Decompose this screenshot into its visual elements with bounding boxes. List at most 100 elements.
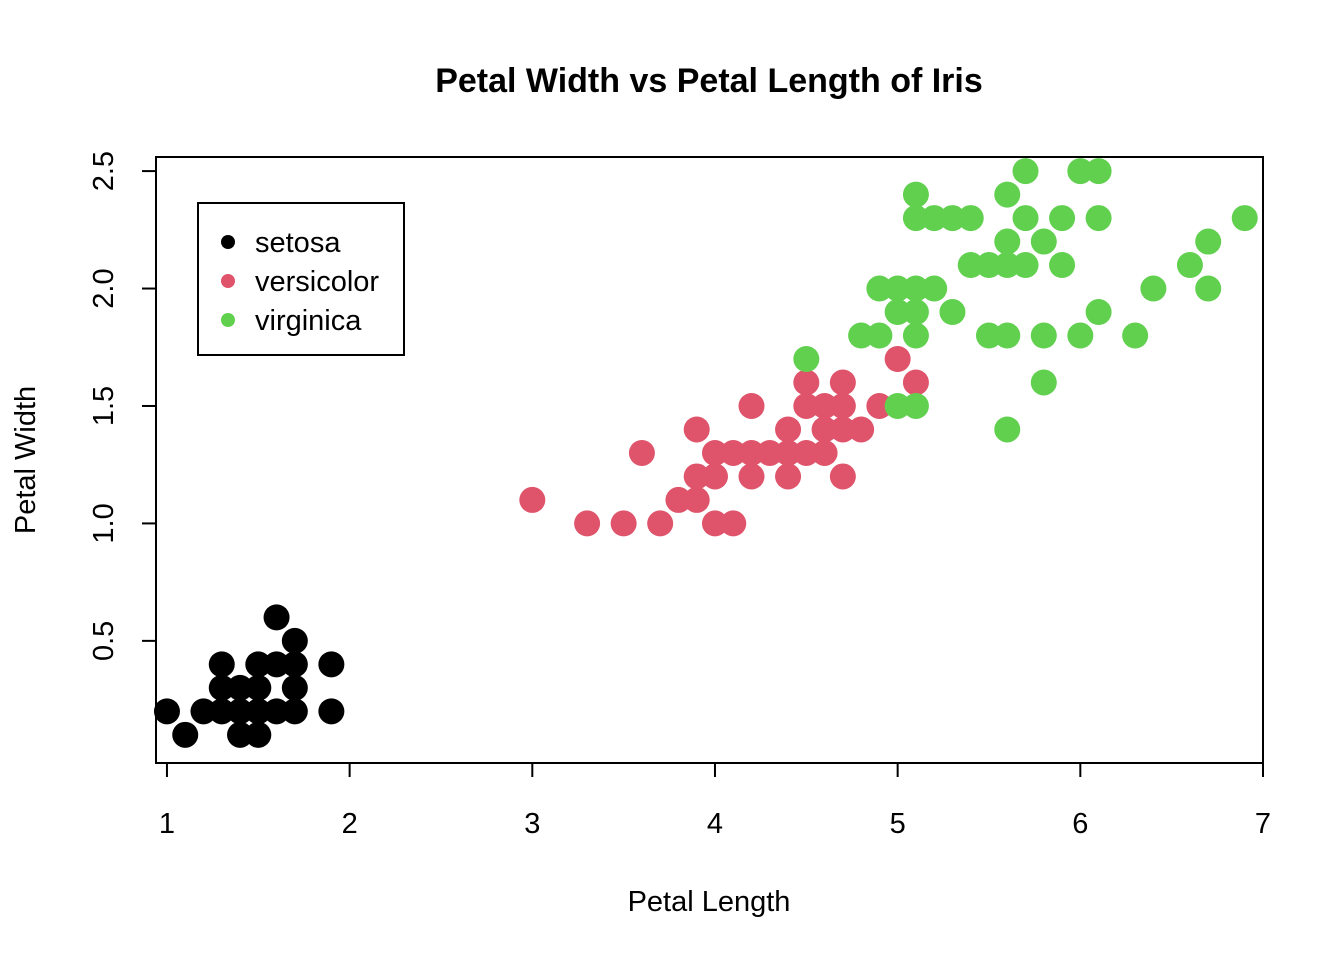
data-point-versicolor — [720, 510, 747, 537]
data-point-setosa — [281, 674, 308, 701]
legend-marker-setosa — [221, 235, 235, 249]
data-point-virginica — [1195, 275, 1222, 302]
x-tick-label: 4 — [707, 808, 723, 840]
data-point-versicolor — [793, 369, 820, 396]
x-tick-label: 1 — [159, 808, 175, 840]
legend-marker-versicolor — [221, 274, 235, 288]
data-point-virginica — [957, 252, 984, 279]
data-point-versicolor — [775, 439, 802, 466]
data-point-versicolor — [775, 416, 802, 443]
data-point-virginica — [975, 322, 1002, 349]
data-point-setosa — [208, 674, 235, 701]
x-tick-label: 5 — [890, 808, 906, 840]
data-point-virginica — [1067, 158, 1094, 185]
data-point-versicolor — [902, 369, 929, 396]
data-point-versicolor — [775, 463, 802, 490]
data-point-versicolor — [829, 369, 856, 396]
data-point-setosa — [245, 674, 272, 701]
x-tick-label: 6 — [1072, 808, 1088, 840]
data-point-versicolor — [829, 416, 856, 443]
data-point-setosa — [245, 698, 272, 725]
data-point-setosa — [153, 698, 180, 725]
data-point-versicolor — [738, 463, 765, 490]
data-point-virginica — [957, 205, 984, 232]
data-point-virginica — [1122, 322, 1149, 349]
data-point-virginica — [848, 322, 875, 349]
data-point-setosa — [245, 721, 272, 748]
data-point-virginica — [902, 322, 929, 349]
legend-label-versicolor: versicolor — [255, 266, 379, 298]
chart-title: Petal Width vs Petal Length of Iris — [435, 62, 983, 100]
data-point-setosa — [172, 721, 199, 748]
data-point-versicolor — [519, 486, 546, 513]
data-point-virginica — [902, 392, 929, 419]
data-point-setosa — [263, 604, 290, 631]
data-point-versicolor — [720, 439, 747, 466]
data-point-setosa — [318, 698, 345, 725]
data-point-setosa — [190, 698, 217, 725]
data-point-virginica — [1176, 252, 1203, 279]
data-point-versicolor — [701, 510, 728, 537]
y-axis-label: Petal Width — [10, 386, 42, 534]
data-point-virginica — [1231, 205, 1258, 232]
data-point-virginica — [866, 322, 893, 349]
data-point-virginica — [1085, 205, 1112, 232]
data-point-versicolor — [628, 439, 655, 466]
data-point-setosa — [227, 674, 254, 701]
data-point-virginica — [902, 299, 929, 326]
legend: setosa versicolor virginica — [197, 202, 405, 356]
data-point-virginica — [866, 275, 893, 302]
legend-label-virginica: virginica — [255, 305, 362, 337]
data-point-setosa — [245, 651, 272, 678]
data-point-virginica — [884, 392, 911, 419]
y-tick-label: 2.5 — [88, 151, 120, 191]
data-point-virginica — [884, 299, 911, 326]
data-point-versicolor — [738, 439, 765, 466]
data-point-setosa — [263, 651, 290, 678]
data-point-virginica — [1085, 158, 1112, 185]
data-point-virginica — [1085, 299, 1112, 326]
data-point-virginica — [1195, 228, 1222, 255]
data-point-versicolor — [829, 392, 856, 419]
data-point-virginica — [1012, 205, 1039, 232]
data-point-virginica — [921, 275, 948, 302]
data-point-virginica — [939, 299, 966, 326]
legend-marker-virginica — [221, 313, 235, 327]
data-point-setosa — [227, 698, 254, 725]
data-point-virginica — [1049, 205, 1076, 232]
data-points — [153, 158, 1258, 748]
x-tick-label: 3 — [524, 808, 540, 840]
data-point-versicolor — [683, 486, 710, 513]
data-point-virginica — [1030, 369, 1057, 396]
data-point-virginica — [1030, 322, 1057, 349]
data-point-versicolor — [683, 416, 710, 443]
data-point-virginica — [994, 252, 1021, 279]
data-point-setosa — [318, 651, 345, 678]
data-point-virginica — [793, 346, 820, 372]
legend-label-setosa: setosa — [255, 227, 341, 259]
data-point-setosa — [208, 651, 235, 678]
data-point-versicolor — [683, 463, 710, 490]
x-tick-label: 7 — [1255, 808, 1271, 840]
y-tick-label: 1.5 — [88, 386, 120, 426]
y-tick-label: 0.5 — [88, 621, 120, 661]
data-point-virginica — [1030, 228, 1057, 255]
data-point-setosa — [281, 698, 308, 725]
data-point-setosa — [227, 721, 254, 748]
data-point-versicolor — [665, 486, 692, 513]
data-point-virginica — [994, 322, 1021, 349]
data-point-virginica — [902, 181, 929, 208]
data-point-virginica — [939, 205, 966, 232]
data-point-virginica — [902, 275, 929, 302]
data-point-virginica — [975, 252, 1002, 279]
data-point-virginica — [1012, 252, 1039, 279]
y-tick-label: 1.0 — [88, 503, 120, 543]
x-axis-label: Petal Length — [628, 886, 791, 918]
data-point-versicolor — [848, 416, 875, 443]
data-point-virginica — [1140, 275, 1167, 302]
data-point-versicolor — [884, 346, 911, 372]
data-point-setosa — [208, 698, 235, 725]
data-point-versicolor — [793, 392, 820, 419]
data-point-versicolor — [866, 392, 893, 419]
